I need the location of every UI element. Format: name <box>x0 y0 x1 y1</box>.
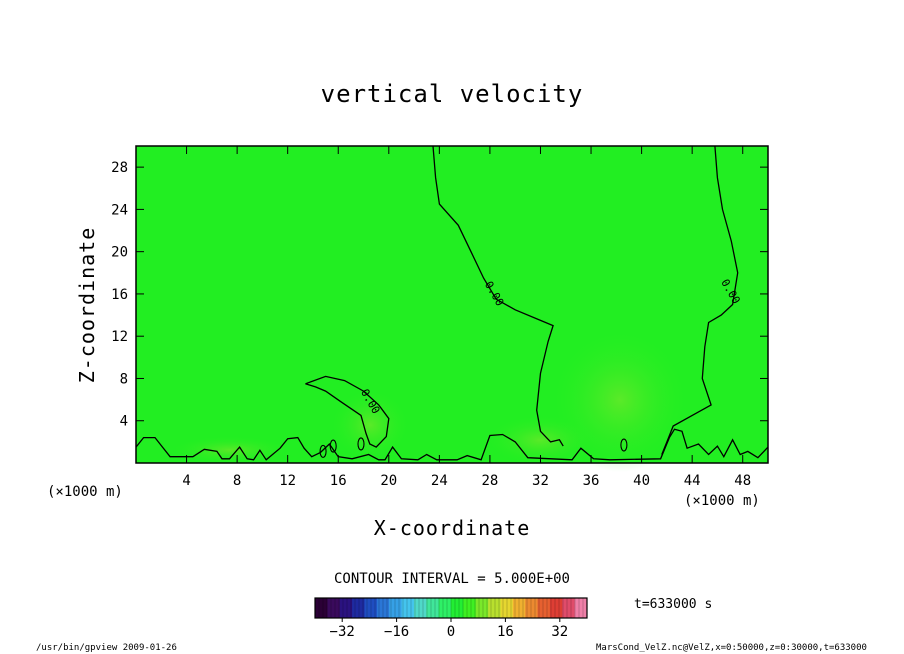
zero-contour-3 <box>305 375 390 448</box>
colorbar-swatch <box>376 598 390 618</box>
x-tick-label: 16 <box>330 473 347 489</box>
colorbar-swatch <box>413 598 427 618</box>
colorbar-swatch <box>352 598 365 618</box>
y-tick-label: 20 <box>111 245 128 261</box>
y-axis: 4 8 12 16 20 24 28 <box>111 160 768 430</box>
positive-velocity-shading <box>170 328 690 472</box>
colorbar-swatch <box>525 598 538 618</box>
colorbar-swatch <box>549 598 563 618</box>
x-tick-label: 28 <box>481 473 498 489</box>
footer-right: MarsCond_VelZ.nc@VelZ,x=0:50000,z=0:3000… <box>596 643 867 653</box>
x-tick-label: 4 <box>182 473 190 489</box>
x-tick-label: 44 <box>684 473 701 489</box>
plot-frame <box>135 145 769 464</box>
colorbar-swatch <box>438 598 452 618</box>
y-tick-label: 28 <box>111 160 128 176</box>
zero-contour-2 <box>661 145 739 455</box>
colorbar-swatch <box>315 598 328 618</box>
y-tick-label: 16 <box>111 287 128 303</box>
colorbar-swatch <box>339 598 353 618</box>
y-tick-label: 4 <box>120 414 128 430</box>
x-axis: 4 8 12 16 20 24 28 32 36 40 44 48 <box>182 146 751 489</box>
time-label: t=633000 s <box>634 597 712 612</box>
colorbar-swatch <box>327 598 341 618</box>
small-contour-1 <box>329 439 337 453</box>
colorbar-swatch <box>537 598 551 618</box>
x-axis-label: X-coordinate <box>374 516 531 540</box>
chart-title: vertical velocity <box>321 80 584 108</box>
colorbar-ticks: −32 −16 0 16 32 <box>330 618 568 640</box>
colorbar-tick-label: −32 <box>330 624 355 640</box>
x-unit-right: (×1000 m) <box>684 493 760 509</box>
y-axis-label: Z-coordinate <box>75 227 99 384</box>
colorbar-swatch <box>574 598 588 618</box>
x-unit-left: (×1000 m) <box>47 484 123 500</box>
colorbar-swatch <box>512 598 526 618</box>
y-tick-label: 12 <box>111 329 128 345</box>
y-tick-label: 24 <box>111 202 128 218</box>
x-tick-label: 20 <box>380 473 397 489</box>
colorbar-swatch <box>463 598 477 618</box>
x-tick-label: 12 <box>279 473 296 489</box>
colorbar-tick-label: 0 <box>447 624 455 640</box>
footer-left: /usr/bin/gpview 2009-01-26 <box>36 643 177 653</box>
colorbar <box>314 597 588 619</box>
colorbar-swatch <box>389 598 402 618</box>
colorbar-swatch <box>401 598 415 618</box>
colorbar-swatch <box>426 598 440 618</box>
colorbar-swatch <box>562 598 576 618</box>
colorbar-swatch <box>488 598 501 618</box>
small-contour-3 <box>620 438 628 452</box>
colorbar-tick-label: −16 <box>384 624 409 640</box>
x-tick-label: 36 <box>583 473 600 489</box>
contour-interval: CONTOUR INTERVAL = 5.000E+00 <box>334 571 570 587</box>
small-contour-0 <box>319 444 327 458</box>
colorbar-swatch <box>451 598 464 618</box>
x-tick-label: 40 <box>633 473 650 489</box>
contour-lines <box>135 145 769 461</box>
colorbar-tick-label: 16 <box>497 624 514 640</box>
x-tick-label: 48 <box>734 473 751 489</box>
small-contour-2 <box>357 437 365 451</box>
colorbar-swatch <box>475 598 489 618</box>
x-tick-label: 32 <box>532 473 549 489</box>
x-tick-label: 8 <box>233 473 241 489</box>
y-tick-label: 8 <box>120 371 128 387</box>
surface-contour <box>135 428 769 461</box>
colorbar-tick-label: 32 <box>551 624 568 640</box>
x-tick-label: 24 <box>431 473 448 489</box>
zero-contour-1 <box>432 145 564 447</box>
